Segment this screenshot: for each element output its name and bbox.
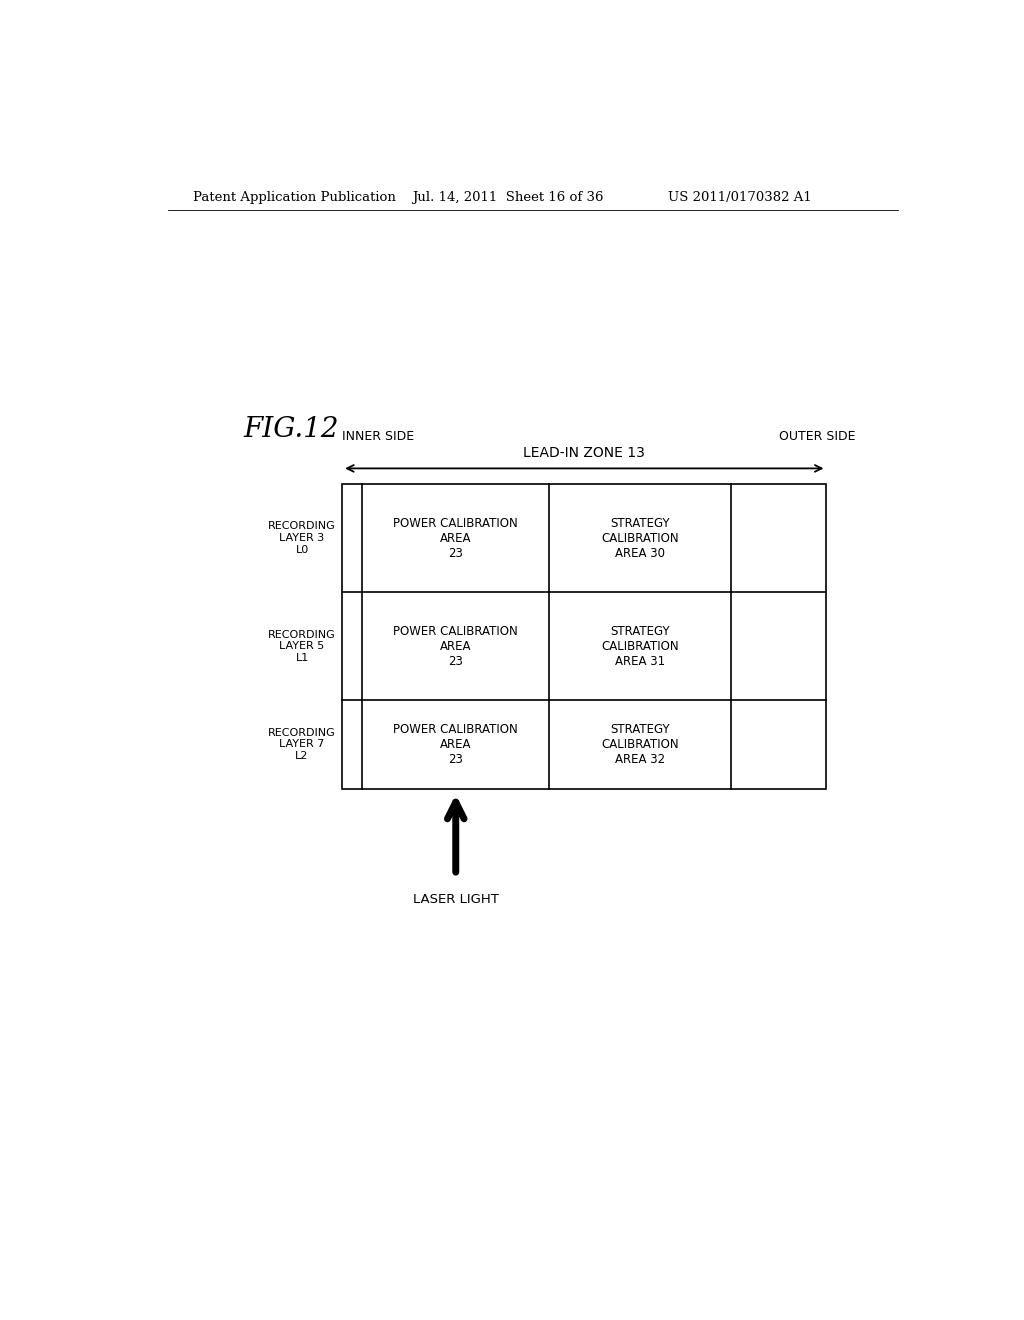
Text: LEAD-IN ZONE 13: LEAD-IN ZONE 13 xyxy=(523,446,645,461)
Text: RECORDING
LAYER 3
L0: RECORDING LAYER 3 L0 xyxy=(268,521,336,554)
Text: STRATEGY
CALIBRATION
AREA 32: STRATEGY CALIBRATION AREA 32 xyxy=(601,723,679,766)
Text: RECORDING
LAYER 7
L2: RECORDING LAYER 7 L2 xyxy=(268,727,336,760)
Text: STRATEGY
CALIBRATION
AREA 30: STRATEGY CALIBRATION AREA 30 xyxy=(601,516,679,560)
Text: Jul. 14, 2011  Sheet 16 of 36: Jul. 14, 2011 Sheet 16 of 36 xyxy=(412,190,603,203)
Text: POWER CALIBRATION
AREA
23: POWER CALIBRATION AREA 23 xyxy=(393,624,518,668)
Text: FIG.12: FIG.12 xyxy=(243,416,339,444)
Text: INNER SIDE: INNER SIDE xyxy=(342,430,415,444)
Text: LASER LIGHT: LASER LIGHT xyxy=(413,894,499,907)
Text: STRATEGY
CALIBRATION
AREA 31: STRATEGY CALIBRATION AREA 31 xyxy=(601,624,679,668)
Text: OUTER SIDE: OUTER SIDE xyxy=(778,430,855,444)
Text: POWER CALIBRATION
AREA
23: POWER CALIBRATION AREA 23 xyxy=(393,516,518,560)
Text: Patent Application Publication: Patent Application Publication xyxy=(194,190,396,203)
Text: RECORDING
LAYER 5
L1: RECORDING LAYER 5 L1 xyxy=(268,630,336,663)
Text: POWER CALIBRATION
AREA
23: POWER CALIBRATION AREA 23 xyxy=(393,723,518,766)
Text: US 2011/0170382 A1: US 2011/0170382 A1 xyxy=(668,190,811,203)
